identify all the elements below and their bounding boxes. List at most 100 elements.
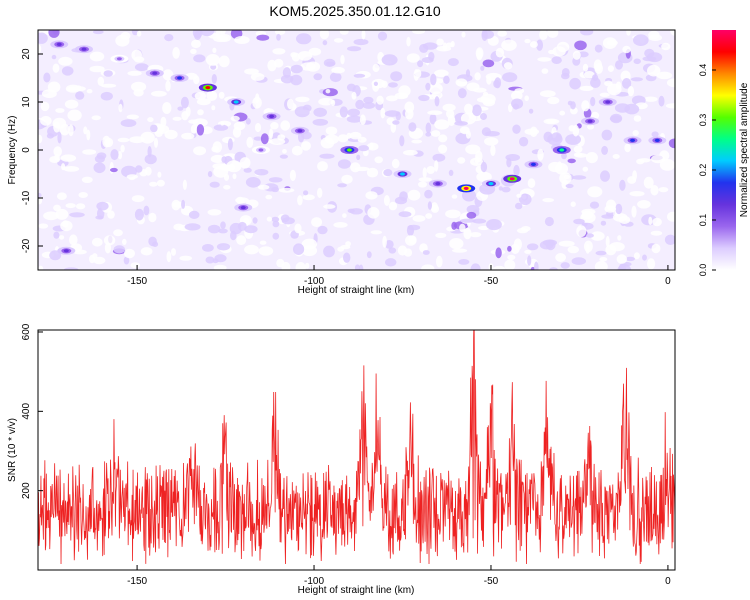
spectrogram-noise-cell [258, 246, 274, 256]
spectrogram-noise-cell [308, 47, 322, 56]
spectrogram-noise-cell [455, 78, 468, 87]
spectrogram-noise-cell [365, 191, 378, 200]
spectrogram-noise-cell [113, 229, 123, 237]
spectrogram-noise-cell [595, 250, 607, 256]
spectrogram-noise-cell [388, 82, 398, 88]
spectrogram-noise-cell [452, 248, 468, 253]
spectrogram-noise-cell [650, 185, 659, 196]
x-tick-label: -50 [484, 576, 499, 587]
spectrogram-noise-cell [255, 93, 260, 104]
spectrogram-noise-cell [648, 34, 663, 41]
spectrogram-noise-cell [340, 244, 351, 250]
spectrogram-noise-layer [38, 30, 675, 270]
spectrogram-noise-cell [120, 119, 137, 127]
spectrogram-noise-cell [164, 34, 174, 42]
spectrogram-noise-cell [290, 52, 298, 58]
spectrogram-noise-cell [480, 161, 488, 173]
spectrogram-noise-cell [427, 201, 432, 210]
x-tick-label: -50 [484, 276, 499, 287]
spectrogram-noise-cell [644, 96, 658, 102]
spectrogram-noise-cell [89, 254, 96, 264]
spectrogram-noise-cell [323, 204, 336, 209]
spectrogram-noise-cell [549, 267, 558, 270]
spectrogram-noise-cell [492, 265, 506, 270]
spectrogram-noise-cell [38, 134, 43, 144]
spectrogram-noise-cell [211, 74, 217, 84]
spectrogram-noise-cell [377, 31, 388, 41]
spectrogram-noise-cell [319, 30, 330, 40]
spectrogram-noise-cell [587, 186, 603, 198]
spectrogram-noise-cell [376, 95, 384, 105]
spectrogram-noise-cell [392, 120, 400, 125]
colorbar-tick-label: 0.2 [698, 164, 708, 177]
spectrogram-noise-cell [173, 223, 184, 231]
spectrogram-noise-cell [464, 103, 473, 115]
spectrogram-noise-cell [582, 166, 589, 172]
spectrogram-noise-cell [615, 60, 623, 70]
spectrogram-noise-cell [353, 38, 369, 46]
spectrogram-noise-cell [48, 30, 60, 38]
spectrogram-hotspot [56, 42, 62, 47]
spectrogram-noise-cell [210, 154, 226, 164]
spectrogram-noise-cell [573, 145, 583, 153]
spectrogram-x-ticks: -150 -100 -50 0 [127, 265, 671, 287]
spectrogram-noise-cell [382, 235, 387, 248]
spectrogram-noise-cell [570, 201, 576, 207]
spectrogram-noise-cell [524, 249, 532, 254]
spectrogram-noise-cell [218, 91, 225, 99]
spectrogram-noise-cell [196, 98, 211, 106]
spectrogram-noise-cell [630, 77, 644, 82]
y-tick-label: 400 [21, 403, 32, 420]
spectrogram-noise-cell [497, 30, 508, 37]
spectrogram-noise-cell [524, 38, 531, 44]
spectrogram-noise-cell [68, 124, 74, 137]
spectrogram-noise-cell [250, 72, 265, 81]
spectrogram-y-axis-label: Frequency (Hz) [7, 116, 18, 185]
spectrogram-noise-cell [49, 250, 62, 261]
spectrogram-noise-cell [91, 237, 103, 247]
spectrogram-noise-cell [466, 211, 477, 219]
spectrogram-noise-cell [615, 203, 623, 215]
spectrogram-hotspot [177, 76, 183, 80]
spectrogram-noise-cell [600, 220, 607, 226]
spectrogram-noise-cell [470, 157, 483, 166]
spectrogram-noise-cell [213, 35, 229, 43]
spectrogram-noise-cell [422, 250, 430, 255]
spectrogram-noise-cell [60, 154, 77, 162]
spectrogram-noise-cell [622, 45, 631, 54]
spectrogram-noise-cell [207, 171, 213, 178]
spectrogram-noise-cell [616, 254, 627, 264]
spectrogram-noise-cell [51, 54, 57, 60]
spectrogram-noise-cell [356, 154, 361, 160]
spectrogram-noise-cell [435, 232, 447, 238]
spectrogram-noise-cell [601, 145, 608, 155]
spectrogram-noise-cell [462, 189, 476, 202]
spectrogram-noise-cell [399, 135, 405, 147]
spectrogram-noise-cell [601, 129, 613, 141]
spectrogram-noise-cell [651, 154, 666, 164]
spectrogram-noise-cell [448, 169, 454, 176]
spectrogram-hotspot [258, 148, 264, 152]
spectrogram-noise-cell [102, 135, 111, 148]
spectrogram-noise-cell [293, 243, 305, 255]
spectrogram-noise-cell [230, 230, 237, 241]
spectrogram-noise-cell [418, 181, 427, 188]
spectrogram-noise-cell [427, 110, 443, 115]
spectrogram-noise-cell [312, 118, 329, 126]
spectrogram-noise-cell [391, 158, 400, 169]
spectrogram-noise-cell [136, 30, 142, 37]
spectrogram-noise-cell [358, 264, 364, 270]
x-tick-label: -100 [304, 576, 324, 587]
spectrogram-noise-cell [269, 138, 286, 146]
spectrogram-noise-cell [571, 175, 587, 180]
spectrogram-hotspot [630, 138, 636, 142]
spectrogram-noise-cell [297, 51, 313, 61]
spectrogram-noise-cell [67, 109, 82, 122]
spectrogram-noise-cell [38, 192, 42, 198]
spectrogram-noise-cell [606, 199, 616, 211]
spectrogram-noise-cell [633, 58, 641, 65]
spectrogram-noise-cell [61, 66, 74, 76]
spectrogram-hotspot [152, 71, 158, 75]
spectrogram-noise-cell [537, 148, 544, 161]
spectrogram-noise-cell [340, 54, 345, 65]
